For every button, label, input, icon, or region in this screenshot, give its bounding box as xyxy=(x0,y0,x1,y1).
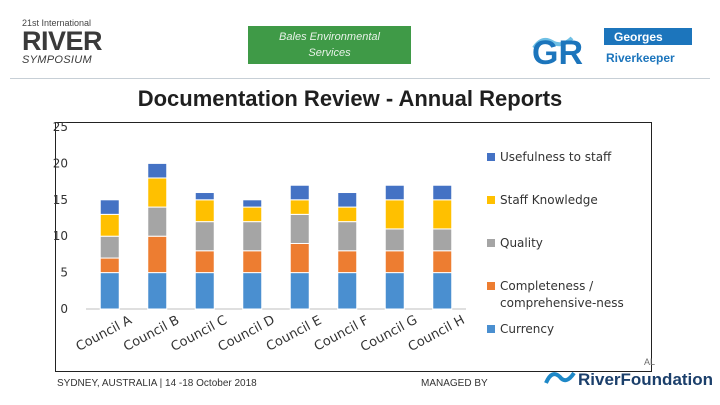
bar-currency xyxy=(384,272,405,310)
bar-completeness-comprehensive-ness xyxy=(242,250,263,274)
bar-usefulness-to-staff xyxy=(194,192,215,201)
bar-staff-knowledge xyxy=(289,199,310,215)
bar-completeness-comprehensive-ness xyxy=(289,242,310,274)
managed-by-label: MANAGED BY xyxy=(421,378,488,389)
symposium-word: SYMPOSIUM xyxy=(22,54,92,66)
bar-usefulness-to-staff xyxy=(432,184,453,201)
header-divider xyxy=(10,78,710,79)
legend-label: Staff Knowledge xyxy=(500,193,598,207)
bar-usefulness-to-staff xyxy=(337,192,358,208)
legend-swatch xyxy=(487,239,495,247)
legend-label: Usefulness to staff xyxy=(500,150,612,164)
gr-letters: GR xyxy=(532,34,583,68)
legend-label: Quality xyxy=(500,236,543,250)
bales-environmental-logo: Bales Environmental Services xyxy=(248,26,411,64)
bar-currency xyxy=(337,272,358,310)
bar-currency xyxy=(99,272,120,310)
bar-staff-knowledge xyxy=(99,213,120,237)
legend-label: Currency xyxy=(500,322,554,336)
page-title: Documentation Review - Annual Reports xyxy=(137,86,563,111)
bar-usefulness-to-staff xyxy=(99,199,120,215)
legend-swatch xyxy=(487,196,495,204)
bar-staff-knowledge xyxy=(242,206,263,223)
bales-line1: Bales Environmental xyxy=(279,31,380,43)
foundation-small-text: AL xyxy=(644,357,655,367)
bar-quality xyxy=(384,228,405,252)
symposium-edition: 21st International xyxy=(22,18,92,28)
y-tick-label: 5 xyxy=(60,266,68,280)
chart-frame xyxy=(55,122,652,372)
y-tick-label: 20 xyxy=(53,156,68,170)
bar-completeness-comprehensive-ness xyxy=(194,250,215,274)
bar-usefulness-to-staff xyxy=(289,184,310,201)
bar-currency xyxy=(432,272,453,310)
bar-completeness-comprehensive-ness xyxy=(99,257,120,274)
bar-completeness-comprehensive-ness xyxy=(432,250,453,274)
bar-staff-knowledge xyxy=(432,199,453,230)
legend-label: Completeness / xyxy=(500,279,594,293)
y-tick-label: 25 xyxy=(53,120,68,134)
bar-usefulness-to-staff xyxy=(384,184,405,201)
bar-quality xyxy=(147,206,168,237)
river-foundation-logo: AL RiverFoundation xyxy=(544,355,716,395)
bales-line2: Services xyxy=(308,47,351,59)
y-tick-label: 0 xyxy=(60,302,68,316)
bar-currency xyxy=(194,272,215,310)
bar-quality xyxy=(242,221,263,252)
bar-quality xyxy=(337,221,358,252)
bar-quality xyxy=(194,221,215,252)
legend-swatch xyxy=(487,153,495,161)
y-tick-label: 10 xyxy=(53,229,68,243)
river-foundation-text: RiverFoundation xyxy=(578,370,713,389)
bar-quality xyxy=(99,235,120,259)
bar-staff-knowledge xyxy=(337,206,358,223)
georges-text: Georges xyxy=(614,30,663,44)
bar-completeness-comprehensive-ness xyxy=(384,250,405,274)
riverkeeper-text: Riverkeeper xyxy=(606,51,675,65)
georges-riverkeeper-logo: GR Georges Riverkeeper xyxy=(532,26,694,72)
bar-staff-knowledge xyxy=(384,199,405,230)
bar-currency xyxy=(147,272,168,310)
river-foundation-mark-icon: AL RiverFoundation xyxy=(544,357,713,389)
legend-swatch xyxy=(487,325,495,333)
river-symposium-logo: 21st International RIVER SYMPOSIUM xyxy=(22,18,112,70)
symposium-river-word: RIVER xyxy=(22,26,103,56)
legend-swatch xyxy=(487,282,495,290)
y-tick-label: 15 xyxy=(53,193,68,207)
gr-wave-icon: GR Georges Riverkeeper xyxy=(532,28,692,72)
bar-completeness-comprehensive-ness xyxy=(337,250,358,274)
bar-staff-knowledge xyxy=(147,177,168,208)
event-details: SYDNEY, AUSTRALIA | 14 -18 October 2018 xyxy=(57,378,257,389)
bar-staff-knowledge xyxy=(194,199,215,223)
bar-currency xyxy=(242,272,263,310)
bar-quality xyxy=(432,228,453,252)
legend-label-cont: comprehensive-ness xyxy=(500,296,624,310)
bar-quality xyxy=(289,213,310,244)
bar-usefulness-to-staff xyxy=(147,162,168,179)
bar-usefulness-to-staff xyxy=(242,199,263,208)
bar-currency xyxy=(289,272,310,310)
bar-completeness-comprehensive-ness xyxy=(147,235,168,274)
